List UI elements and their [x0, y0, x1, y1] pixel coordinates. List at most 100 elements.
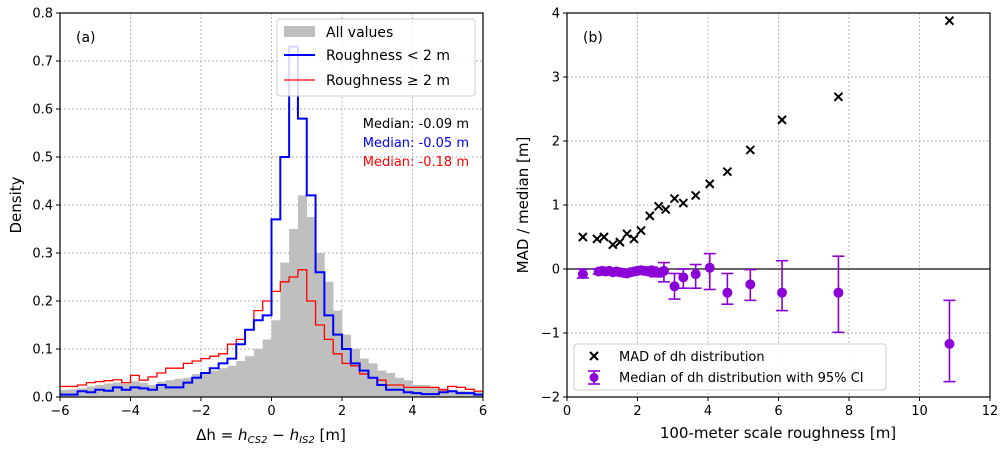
- histogram-bar: [130, 381, 140, 397]
- mad-marker-stroke: [705, 179, 715, 189]
- mad-marker-stroke: [653, 201, 664, 211]
- median-marker: [777, 287, 788, 298]
- panel-b-y-ticks: −2 −1 0 1 2 3 4: [541, 7, 567, 406]
- mad-marker-stroke: [599, 232, 609, 242]
- mad-marker: [690, 190, 701, 201]
- mad-marker: [578, 232, 588, 242]
- panel-a-step-lines: [60, 45, 483, 396]
- histogram-bar: [421, 385, 431, 397]
- panel-b-ytick-label: 2: [552, 135, 560, 150]
- panel-a-legend: All values Roughness < 2 m Roughness ≥ 2…: [276, 18, 476, 97]
- median-marker: [944, 338, 955, 349]
- histogram-bar: [183, 377, 193, 397]
- histogram-bar: [165, 380, 175, 397]
- mad-marker: [777, 115, 787, 125]
- panel-a-y-ticks: 0.0 0.1 0.2 0.3 0.4 0.5 0.6 0.7 0.8: [32, 7, 60, 406]
- median-point: [689, 263, 702, 290]
- panel-b-mad-markers: [578, 15, 955, 250]
- median-marker: [678, 272, 689, 283]
- panel-b-xlabel: 100-meter scale roughness [m]: [660, 424, 896, 442]
- histogram-bar: [95, 385, 105, 397]
- mad-marker-stroke: [629, 234, 639, 244]
- histogram-bar: [201, 372, 211, 397]
- panel-b-xtick-label: 6: [774, 404, 782, 419]
- panel-a-xtick-label: −6: [50, 404, 69, 419]
- panel-a-xtick-label: 4: [408, 404, 416, 419]
- median-point: [576, 268, 589, 280]
- median-marker: [745, 279, 756, 290]
- xlabel-sub-cs2: CS2: [248, 435, 268, 446]
- panel-b-xtick-label: 8: [845, 404, 853, 419]
- mad-marker: [629, 234, 639, 244]
- histogram-bar: [289, 229, 299, 397]
- mad-marker: [608, 239, 618, 250]
- median-marker: [833, 287, 844, 298]
- panel-b-ylabel: MAD / median [m]: [514, 137, 532, 274]
- panel-a-ytick-label: 0.0: [32, 391, 53, 406]
- panel-a-ytick-label: 0.5: [32, 151, 53, 166]
- xlabel-unit: [m]: [315, 426, 346, 444]
- median-point: [703, 252, 716, 291]
- legend-label-median: Median of dh distribution with 95% CI: [619, 371, 864, 386]
- histogram-bar: [342, 334, 352, 397]
- mad-marker-stroke: [678, 198, 689, 208]
- histogram-bar: [350, 349, 360, 397]
- panel-b-xtick-label: 12: [982, 404, 999, 419]
- mad-marker: [944, 15, 955, 26]
- panel-b-ytick-label: −1: [541, 327, 560, 342]
- histogram-bar: [394, 377, 404, 397]
- histogram-bar: [148, 385, 158, 397]
- histogram-bar: [245, 356, 255, 397]
- mad-marker-stroke: [622, 229, 632, 239]
- histogram-bar: [218, 368, 228, 397]
- mad-marker-stroke: [645, 211, 655, 221]
- legend-box: [573, 343, 887, 391]
- legend-label-rough-ge2: Roughness ≥ 2 m: [326, 73, 450, 89]
- legend-swatch-all-values: [284, 26, 315, 37]
- histogram-bar: [209, 370, 219, 397]
- mad-marker: [645, 211, 655, 221]
- xlabel-h-is2: h: [290, 426, 300, 444]
- histogram-bar: [271, 320, 281, 397]
- mad-marker: [722, 167, 733, 177]
- panel-b-grid: [567, 13, 990, 397]
- xlabel-h-cs2: h: [238, 426, 248, 444]
- mad-marker: [636, 225, 646, 236]
- mad-marker-stroke: [833, 92, 844, 102]
- panel-b-legend: MAD of dh distribution Median of dh dist…: [573, 343, 887, 391]
- mad-marker-stroke: [777, 115, 787, 125]
- mad-marker-stroke: [745, 145, 756, 155]
- mad-marker-stroke: [944, 15, 955, 26]
- histogram-bar: [430, 387, 440, 397]
- panel-b-ytick-label: 4: [552, 7, 560, 22]
- mad-marker: [669, 193, 680, 204]
- median-point: [744, 268, 757, 302]
- panel-a-ytick-label: 0.2: [32, 295, 53, 310]
- median-marker: [704, 262, 715, 273]
- histogram-bar: [227, 365, 237, 397]
- mad-marker-stroke: [669, 193, 680, 204]
- legend-marker-median: [588, 370, 600, 385]
- panel-b-x-ticks: 0 2 4 6 8 10 12: [563, 397, 998, 419]
- mad-marker-stroke: [636, 225, 646, 236]
- panel-b-xtick-label: 2: [633, 404, 641, 419]
- histogram-bar: [412, 385, 422, 397]
- mad-marker-stroke: [690, 190, 701, 201]
- histogram-bar: [192, 373, 202, 397]
- histogram-bar: [368, 363, 378, 397]
- panel-a-xtick-label: −2: [191, 404, 210, 419]
- median-ge2-annotation: Median: -0.18 m: [363, 155, 469, 170]
- mad-marker: [660, 204, 671, 215]
- median-point: [776, 259, 789, 312]
- histogram-bar: [77, 388, 87, 397]
- panel-b-ytick-label: 1: [552, 199, 560, 214]
- panel-b-ytick-label: 3: [552, 71, 560, 86]
- legend-box: [276, 18, 476, 97]
- mad-marker: [622, 229, 632, 239]
- histogram-bar: [262, 339, 272, 397]
- legend-marker-mad: [589, 351, 599, 361]
- step-line-roughness-ge-2m: [60, 269, 483, 392]
- histogram-bar: [156, 381, 167, 397]
- panel-a-ytick-label: 0.4: [32, 199, 53, 214]
